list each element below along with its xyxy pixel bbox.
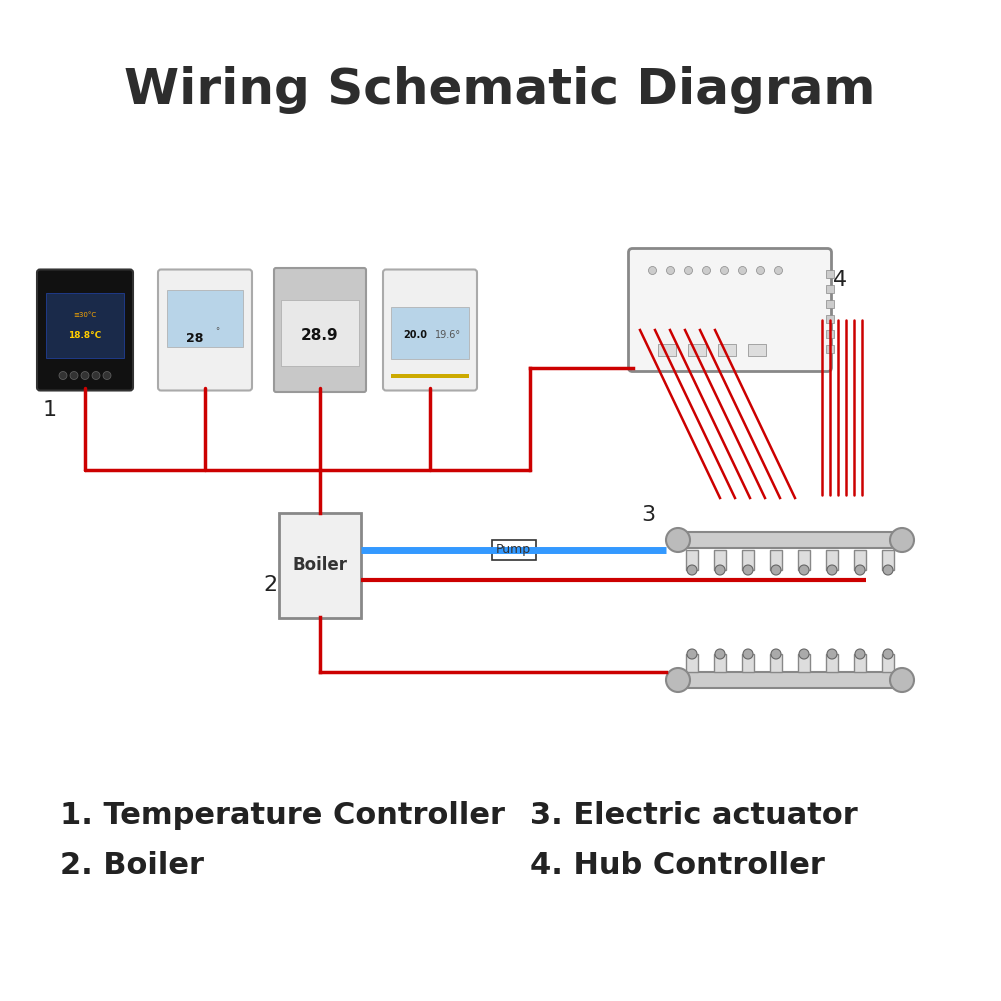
Bar [854, 550, 866, 570]
Bar [688, 343, 706, 355]
Bar [882, 654, 894, 672]
FancyBboxPatch shape [491, 540, 536, 560]
Bar [798, 654, 810, 672]
FancyBboxPatch shape [383, 269, 477, 390]
Circle shape [883, 565, 893, 575]
Circle shape [771, 649, 781, 659]
Text: 1. Temperature Controller: 1. Temperature Controller [60, 801, 505, 830]
Text: °: ° [215, 327, 219, 336]
Text: 28: 28 [186, 331, 203, 344]
Circle shape [649, 266, 657, 274]
Bar [748, 343, 766, 355]
Bar [742, 550, 754, 570]
Circle shape [757, 266, 765, 274]
Bar [281, 300, 359, 366]
Bar [826, 269, 834, 277]
Circle shape [81, 371, 89, 379]
Circle shape [666, 528, 690, 552]
Circle shape [687, 649, 697, 659]
Bar [854, 654, 866, 672]
Circle shape [890, 528, 914, 552]
Text: Boiler: Boiler [292, 556, 347, 574]
Bar [718, 343, 736, 355]
Bar [826, 284, 834, 292]
Text: 4. Hub Controller: 4. Hub Controller [530, 851, 825, 880]
Bar [686, 550, 698, 570]
Bar [46, 292, 124, 357]
Bar [391, 373, 469, 377]
Circle shape [739, 266, 747, 274]
Circle shape [827, 649, 837, 659]
Bar [882, 550, 894, 570]
Text: 4: 4 [833, 270, 847, 290]
Circle shape [855, 565, 865, 575]
FancyBboxPatch shape [274, 268, 366, 392]
Text: 19.6°: 19.6° [435, 330, 461, 340]
Circle shape [715, 649, 725, 659]
Bar [391, 307, 469, 358]
Circle shape [771, 565, 781, 575]
Bar [714, 654, 726, 672]
Text: 20.0: 20.0 [403, 330, 427, 340]
Text: Pump: Pump [495, 544, 532, 557]
Bar [770, 654, 782, 672]
Bar [678, 532, 902, 548]
Text: 3: 3 [641, 505, 655, 525]
Circle shape [685, 266, 693, 274]
Bar [770, 550, 782, 570]
Circle shape [775, 266, 783, 274]
Text: 2. Boiler: 2. Boiler [60, 851, 204, 880]
Text: 2: 2 [263, 575, 277, 595]
Bar [678, 672, 902, 688]
Bar [826, 344, 834, 352]
Circle shape [799, 649, 809, 659]
FancyBboxPatch shape [629, 248, 832, 371]
Text: 18.8°C: 18.8°C [68, 330, 102, 339]
Bar [826, 654, 838, 672]
Bar [714, 550, 726, 570]
Circle shape [743, 649, 753, 659]
Bar [826, 299, 834, 307]
Circle shape [70, 371, 78, 379]
Circle shape [92, 371, 100, 379]
Circle shape [855, 649, 865, 659]
Bar [658, 343, 676, 355]
Bar [826, 329, 834, 337]
Circle shape [799, 565, 809, 575]
Text: Wiring Schematic Diagram: Wiring Schematic Diagram [124, 66, 876, 114]
Bar [167, 289, 243, 347]
Circle shape [715, 565, 725, 575]
FancyBboxPatch shape [37, 269, 133, 390]
Bar [826, 550, 838, 570]
Circle shape [827, 565, 837, 575]
Circle shape [743, 565, 753, 575]
Circle shape [103, 371, 111, 379]
Circle shape [703, 266, 711, 274]
Circle shape [687, 565, 697, 575]
Text: 28.9: 28.9 [301, 327, 338, 342]
Circle shape [890, 668, 914, 692]
Bar [742, 654, 754, 672]
Circle shape [883, 649, 893, 659]
Circle shape [667, 266, 675, 274]
Circle shape [666, 668, 690, 692]
Bar [826, 314, 834, 322]
Bar [798, 550, 810, 570]
Text: ≡30°C: ≡30°C [73, 312, 96, 318]
Bar [686, 654, 698, 672]
Circle shape [59, 371, 67, 379]
Text: 3. Electric actuator: 3. Electric actuator [530, 801, 858, 830]
Circle shape [721, 266, 729, 274]
Text: 1: 1 [43, 400, 57, 420]
Bar [279, 513, 361, 618]
FancyBboxPatch shape [158, 269, 252, 390]
